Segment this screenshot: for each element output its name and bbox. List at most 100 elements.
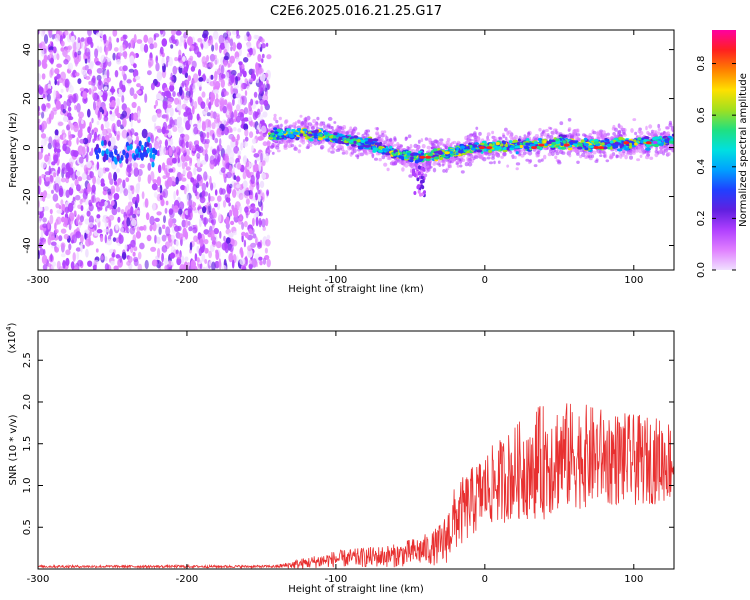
- spectrogram-cell: [183, 185, 187, 195]
- spectrogram-cell: [100, 30, 104, 37]
- spectrogram-cell: [144, 93, 148, 103]
- spectrogram-cell: [70, 122, 74, 131]
- spectrogram-cell: [45, 176, 50, 182]
- spectrogram-cell: [127, 201, 133, 207]
- spectrogram-cell: [213, 89, 219, 94]
- spectrogram-cell: [226, 183, 231, 194]
- spectrogram-cell: [248, 263, 253, 270]
- spectrogram-cell: [407, 134, 412, 139]
- spectrogram-cell: [38, 59, 42, 67]
- spectrogram-cell: [170, 176, 176, 186]
- spectrogram-cell: [609, 153, 614, 159]
- spectrogram-cell: [244, 206, 249, 213]
- spectrogram-cell: [87, 55, 91, 64]
- spectrogram-cell: [618, 151, 623, 155]
- spectrogram-cell: [68, 139, 72, 147]
- spectrogram-cell: [189, 241, 193, 251]
- spectrogram-cell: [276, 128, 281, 132]
- spectrogram-cell: [237, 163, 242, 170]
- spectrogram-cell: [110, 185, 116, 194]
- spectrogram-cell: [254, 192, 258, 201]
- spectrogram-cell: [204, 247, 209, 254]
- spectrogram-cell: [543, 140, 547, 144]
- spectrogram-cell: [201, 253, 206, 262]
- spectrogram-cell: [243, 239, 247, 248]
- spectrogram-cell: [91, 194, 96, 204]
- spectrogram-cell: [478, 131, 482, 136]
- spectrogram-cell: [554, 155, 558, 160]
- spectrogram-cell: [94, 48, 99, 58]
- spectrogram-cell: [228, 253, 234, 263]
- spectrogram-cell: [549, 127, 553, 130]
- spectrogram-cell: [266, 79, 269, 85]
- spectrogram-cell: [142, 151, 146, 158]
- spectrogram-cell: [446, 137, 451, 142]
- spectrogram-cell: [103, 34, 107, 44]
- spectrogram-cell: [177, 233, 184, 240]
- spectrogram-cell: [261, 53, 265, 59]
- spectrogram-cell: [164, 139, 168, 148]
- spectrogram-cell: [39, 248, 45, 256]
- spectrogram-cell: [161, 38, 168, 47]
- spectrogram-cell: [325, 138, 330, 142]
- spectrogram-cell: [261, 43, 266, 49]
- spectrogram-cell: [240, 82, 244, 92]
- spectrogram-cell: [74, 72, 80, 77]
- spectrogram-cell: [86, 161, 92, 169]
- spectrogram-cell: [103, 228, 109, 233]
- spectrogram-cell: [112, 52, 116, 61]
- spectrogram-cell: [525, 158, 530, 162]
- spectrogram-cell: [232, 239, 238, 247]
- spectrogram-cell: [655, 130, 658, 134]
- spectrogram-cell: [575, 133, 581, 137]
- spectrogram-cell: [198, 69, 202, 77]
- spectrogram-cell: [304, 116, 308, 122]
- spectrogram-cell: [153, 122, 157, 132]
- spectrogram-cell: [193, 45, 200, 55]
- spectrogram-cell: [84, 47, 91, 57]
- spectrogram-cell: [209, 155, 215, 165]
- spectrogram-cell: [393, 137, 397, 142]
- spectrogram-cell: [634, 149, 639, 153]
- spectrogram-cell: [67, 202, 74, 213]
- spectrogram-cell: [635, 145, 638, 150]
- spectrogram-cell: [264, 247, 268, 254]
- spectrogram-cell: [52, 46, 57, 54]
- spectrogram-cell: [185, 141, 190, 149]
- spectrogram-cell: [486, 138, 491, 142]
- spectrogram-cell: [70, 261, 75, 270]
- spectrogram-cell: [168, 217, 174, 228]
- spectrogram-cell: [273, 113, 277, 118]
- spectrogram-cell: [307, 122, 313, 126]
- spectrogram-cell: [291, 139, 295, 143]
- spectrogram-cell: [122, 118, 127, 128]
- spectrogram-cell: [42, 263, 48, 270]
- spectrogram-cell: [426, 167, 431, 172]
- spectrogram-cell: [582, 133, 586, 137]
- spectrogram-cell: [176, 257, 182, 266]
- spectrogram-cell: [637, 146, 642, 150]
- spectrogram-cell: [41, 120, 48, 130]
- spectrogram-cell: [223, 61, 228, 67]
- spectrogram-cell: [620, 153, 625, 157]
- spectrogram-cell: [488, 161, 494, 165]
- spectrogram-cell: [75, 231, 82, 239]
- spectrogram-cell: [601, 134, 605, 139]
- spectrogram-cell: [40, 30, 45, 37]
- spectrogram-cell: [181, 177, 187, 182]
- spectrogram-cell: [243, 189, 250, 199]
- spectrogram-cell: [112, 252, 115, 258]
- spectrogram-cell: [118, 88, 122, 95]
- spectrogram-cell: [122, 65, 128, 72]
- spectrogram-cell: [136, 210, 141, 215]
- spectrogram-cell: [537, 159, 542, 163]
- spectrogram-cell: [171, 157, 177, 164]
- spectrogram-cell: [174, 57, 179, 62]
- spectrogram-cell: [509, 150, 513, 154]
- spectrogram-cell: [139, 242, 145, 250]
- spectrogram-cell: [155, 99, 159, 107]
- spectrogram-cell: [267, 145, 272, 149]
- spectrogram-cell: [198, 77, 204, 82]
- spectrogram-cell: [136, 90, 142, 95]
- spectrogram-cell: [101, 140, 105, 147]
